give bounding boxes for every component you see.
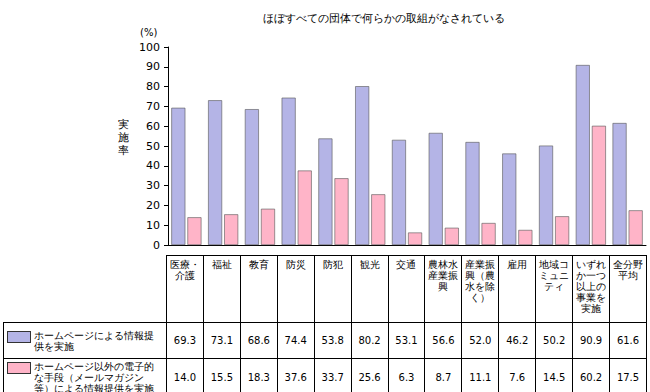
svg-text:(%): (%): [140, 27, 157, 38]
svg-text:40: 40: [146, 159, 160, 172]
html-text:医療・介護: 医療・介護: [170, 259, 200, 281]
html-text:交通: 交通: [396, 259, 417, 270]
svg-text:ほぼすべての団体で何らかの取組がなされている: ほぼすべての団体で何らかの取組がなされている: [263, 12, 505, 25]
svg-text:50: 50: [146, 140, 160, 153]
html-text:6.3: 6.3: [398, 372, 415, 383]
html-text:14.5: 14.5: [543, 372, 566, 383]
html-text:7.6: 7.6: [509, 372, 526, 383]
html-text:74.4: 74.4: [284, 335, 307, 346]
html-text:52.0: 52.0: [469, 335, 492, 346]
html-text:50.2: 50.2: [543, 335, 566, 346]
html-text:雇用: 雇用: [507, 259, 528, 270]
html-text:防災: 防災: [285, 259, 306, 270]
html-text:8.7: 8.7: [435, 372, 452, 383]
html-text:53.8: 53.8: [321, 335, 344, 346]
html-text:防犯: 防犯: [322, 259, 343, 270]
html-text:33.7: 33.7: [321, 372, 344, 383]
html-text:46.2: 46.2: [506, 335, 529, 346]
html-text:観光: 観光: [359, 259, 380, 270]
html-text:教育: 教育: [248, 259, 269, 270]
svg-text:10: 10: [146, 219, 160, 232]
html-text:25.6: 25.6: [358, 372, 381, 383]
html-text:福祉: 福祉: [211, 259, 232, 270]
html-text:53.1: 53.1: [395, 335, 418, 346]
html-text:56.6: 56.6: [432, 335, 455, 346]
svg-text:30: 30: [146, 179, 160, 192]
svg-text:60: 60: [146, 120, 160, 133]
svg-text:実: 実: [118, 118, 129, 131]
html-text:68.6: 68.6: [247, 335, 270, 346]
html-text:90.9: 90.9: [580, 335, 603, 346]
html-text:69.3: 69.3: [173, 335, 197, 346]
html-text:農林水産業振興: 農林水産業振興: [428, 259, 459, 292]
svg-text:80: 80: [146, 80, 160, 93]
html-text:ホームページによる情報提供を実施: ホームページによる情報提供を実施: [34, 329, 154, 352]
html-text:地域コミュニティ: 地域コミュニティ: [539, 259, 570, 292]
html-text:61.6: 61.6: [616, 335, 640, 346]
html-text:37.6: 37.6: [284, 372, 307, 383]
html-text:18.3: 18.3: [247, 372, 270, 383]
svg-text:率: 率: [118, 144, 129, 157]
html-text:80.2: 80.2: [358, 335, 381, 346]
html-text:いずれか一つ以上の事業を実施: いずれか一つ以上の事業を実施: [576, 259, 607, 314]
html-text:全分野平均: 全分野平均: [613, 259, 643, 281]
svg-text:100: 100: [139, 41, 160, 54]
svg-text:0: 0: [153, 239, 160, 252]
svg-text:70: 70: [146, 100, 160, 113]
svg-text:20: 20: [146, 199, 160, 212]
html-text:73.1: 73.1: [210, 335, 233, 346]
html-text:15.5: 15.5: [210, 372, 233, 383]
html-text:60.2: 60.2: [580, 372, 603, 383]
svg-text:施: 施: [118, 131, 129, 144]
svg-text:90: 90: [146, 60, 160, 73]
html-text:14.0: 14.0: [173, 372, 197, 383]
html-text:産業振興（農水を除く）: 産業振興（農水を除く）: [465, 259, 496, 303]
html-text:17.5: 17.5: [616, 372, 640, 383]
html-text:11.1: 11.1: [469, 372, 492, 383]
